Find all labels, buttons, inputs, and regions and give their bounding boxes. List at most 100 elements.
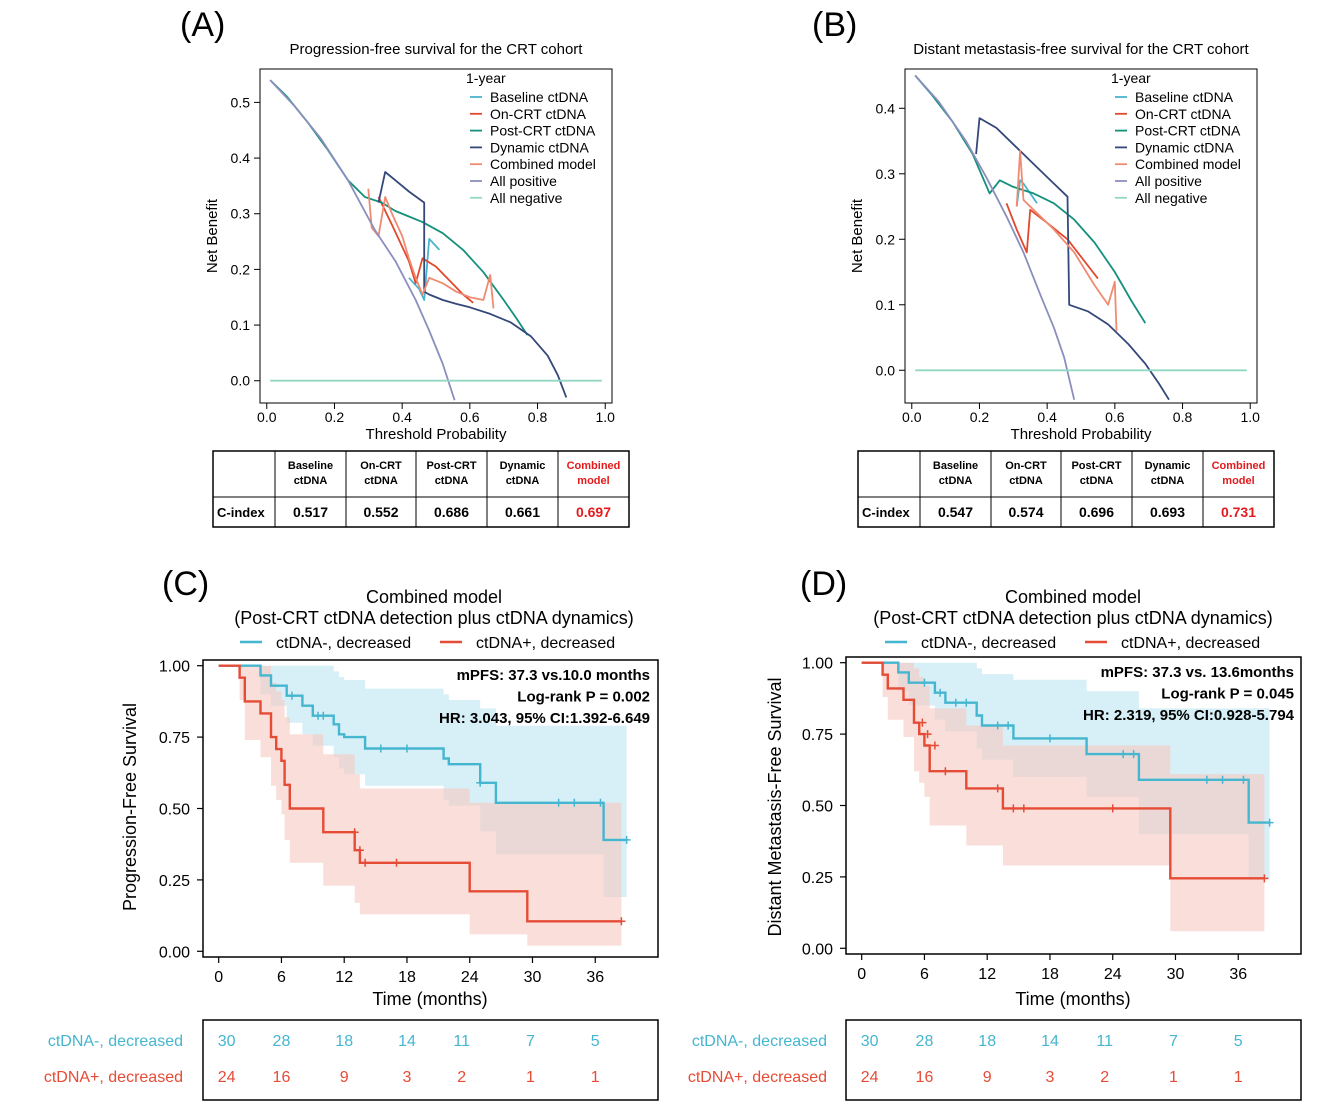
panel-d-ytick-label: 0.75 xyxy=(802,727,833,744)
panel-c-risk-count: 28 xyxy=(273,1033,291,1050)
panel-b-cindex-header-combined-model: Combined model xyxy=(1212,460,1266,487)
panel-b-line-all-positive xyxy=(914,74,1076,400)
panel-d-xtick-label: 0 xyxy=(857,966,866,983)
panel-a-legend-label-post-crt-ctdna: Post-CRT ctDNA xyxy=(490,123,596,139)
panel-b-legend-title: 1-year xyxy=(1111,70,1151,86)
panel-d-censor-ctdna-decreased xyxy=(993,784,1002,793)
panel-b-legend-label-baseline-ctdna: Baseline ctDNA xyxy=(1135,89,1234,105)
panel-b-cindex-table-border xyxy=(857,450,1275,528)
panel-b-xlabel: Threshold Probability xyxy=(1011,426,1152,443)
panel-c-censor-ctdna-decreased xyxy=(392,858,401,867)
panel-c-xtick-label: 36 xyxy=(586,969,604,986)
panel-d-xtick-label: 30 xyxy=(1167,966,1185,983)
panel-d-censor-ctdna-decreased xyxy=(1108,804,1117,813)
panel-a-legend-label-baseline-ctdna: Baseline ctDNA xyxy=(490,89,589,105)
panel-b-line-combined-model xyxy=(1015,149,1118,332)
panel-c-risk-count: 9 xyxy=(340,1069,349,1086)
panel-a-cindex-table: C-index Baseline ctDNA 0.517 On-CRT ctDNA 0.55… xyxy=(212,450,630,528)
panel-d-risk-table-frame xyxy=(845,1019,1302,1101)
panel-c-censor-ctdna-decreased xyxy=(476,778,485,787)
panel-b-ytick-label: 0.2 xyxy=(876,231,896,247)
panel-c-censor-ctdna-decreased xyxy=(622,835,631,844)
panel-b-legend-label-all-positive: All positive xyxy=(1135,173,1202,189)
panel-c-risk-table-frame xyxy=(202,1019,659,1101)
panel-a-ytick-label: 0.1 xyxy=(231,317,251,333)
panel-d-censor-ctdna-decreased xyxy=(1019,804,1028,813)
panel-c-risk-count: 5 xyxy=(591,1033,600,1050)
panel-d-risk-count: 1 xyxy=(1234,1069,1243,1086)
panel-b-line-on-crt-ctdna xyxy=(1005,202,1099,280)
panel-a-x-axis: 0.0 0.2 0.4 0.6 0.8 1.0 xyxy=(257,403,615,425)
panel-d-stat-line: HR: 2.319, 95% CI:0.928-5.794 xyxy=(1083,707,1295,724)
panel-a-xtick-label: 0.8 xyxy=(528,409,548,425)
panel-c-title-line1: Combined model xyxy=(366,587,502,607)
panel-a-xtick-label: 0.6 xyxy=(460,409,480,425)
panel-c-statistics: mPFS: 37.3 vs.10.0 months Log-rank P = 0.… xyxy=(439,667,650,727)
panel-c-risk-count: 1 xyxy=(591,1069,600,1086)
panel-b-cindex-value-combined-model: 0.731 xyxy=(1221,504,1256,520)
panel-c-y-axis: 0.00 0.25 0.50 0.75 1.00 xyxy=(159,659,203,961)
panel-d-stat-line: Log-rank P = 0.045 xyxy=(1161,686,1294,703)
panel-b-ytick-label: 0.1 xyxy=(876,297,896,313)
panel-a-xtick-label: 0.4 xyxy=(392,409,412,425)
panel-d-xtick-label: 18 xyxy=(1041,966,1059,983)
panel-d-legend-label-ctdna-decreased: ctDNA+, decreased xyxy=(1121,635,1260,652)
panel-d-ytick-label: 0.00 xyxy=(802,941,833,958)
panel-c-risk-count: 18 xyxy=(335,1033,353,1050)
panel-d-censor-ctdna-decreased xyxy=(920,678,929,687)
panel-a-xtick-label: 1.0 xyxy=(595,409,615,425)
panel-c-censor-ctdna-decreased xyxy=(319,711,328,720)
panel-b-cindex-value-post-crt-ctdna: 0.696 xyxy=(1079,504,1114,520)
panel-a: (A) Progression-free survival for the CR… xyxy=(180,6,630,528)
panel-b-xtick-label: 0.4 xyxy=(1037,409,1057,425)
panel-b-xtick-label: 0.8 xyxy=(1173,409,1193,425)
panel-b-cindex-header-baseline-ctdna: Baseline ctDNA xyxy=(933,460,978,487)
panel-d-risk-count: 2 xyxy=(1100,1069,1109,1086)
panel-b-ytick-label: 0.3 xyxy=(876,166,896,182)
panel-d-xtick-label: 24 xyxy=(1104,966,1122,983)
panel-c-ytick-label: 0.50 xyxy=(159,802,190,819)
panel-d-risk-count: 1 xyxy=(1169,1069,1178,1086)
panel-d-band-ctdna-decreased xyxy=(861,662,1265,932)
panel-d-risk-count: 30 xyxy=(861,1033,879,1050)
panel-b-xtick-label: 0.2 xyxy=(970,409,990,425)
panel-a-legend-title: 1-year xyxy=(466,70,506,86)
panel-a-legend-label-all-negative: All negative xyxy=(490,190,563,206)
panel-c-xtick-label: 12 xyxy=(335,969,353,986)
panel-b-x-axis: 0.0 0.2 0.4 0.6 0.8 1.0 xyxy=(902,403,1260,425)
panel-c-confidence-bands xyxy=(218,665,627,946)
panel-c-censor-ctdna-decreased xyxy=(402,744,411,753)
panel-a-ytick-label: 0.4 xyxy=(231,150,251,166)
panel-d-title-line2: (Post-CRT ctDNA detection plus ctDNA dyn… xyxy=(873,608,1272,628)
panel-d-censor-ctdna-decreased xyxy=(1004,721,1013,730)
panel-c-risk-count: 16 xyxy=(273,1069,291,1086)
panel-c-censor-ctdna-decreased xyxy=(361,858,370,867)
panel-b-xtick-label: 0.6 xyxy=(1105,409,1125,425)
panel-d-survival-curves xyxy=(861,661,1270,880)
panel-c-risk-label-ctdna-decreased: ctDNA+, decreased xyxy=(44,1069,183,1086)
panel-a-plot-frame xyxy=(259,68,613,404)
panel-a-series-lines xyxy=(269,79,602,401)
panel-c-risk-count: 3 xyxy=(403,1069,412,1086)
panel-d-risk-count: 9 xyxy=(983,1069,992,1086)
panel-b-plot-frame xyxy=(904,68,1258,404)
panel-a-legend-label-dynamic-ctdna: Dynamic ctDNA xyxy=(490,139,589,155)
panel-d-confidence-bands xyxy=(861,662,1270,932)
panel-c-x-axis: 0 6 12 18 24 30 36 xyxy=(214,957,604,986)
panel-c-risk-label-ctdna-decreased: ctDNA-, decreased xyxy=(48,1033,183,1050)
panel-a-title: Progression-free survival for the CRT co… xyxy=(290,41,584,58)
panel-b-title: Distant metastasis-free survival for the… xyxy=(913,41,1249,58)
panel-d-x-axis: 0 6 12 18 24 30 36 xyxy=(857,954,1247,983)
panel-a-cindex-table-border xyxy=(212,450,630,528)
panel-d-title-line1: Combined model xyxy=(1005,587,1141,607)
panel-d-xlabel: Time (months) xyxy=(1015,989,1130,1009)
panel-b-cindex-value-dynamic-ctdna: 0.693 xyxy=(1150,504,1185,520)
panel-a-letter: (A) xyxy=(180,6,225,44)
panel-d-y-axis: 0.00 0.25 0.50 0.75 1.00 xyxy=(802,656,846,958)
panel-c-risk-count: 2 xyxy=(457,1069,466,1086)
panel-d-censor-ctdna-decreased xyxy=(923,730,932,739)
panel-c-risk-count: 30 xyxy=(218,1033,236,1050)
panel-d-censor-ctdna-decreased xyxy=(936,688,945,697)
panel-d-ytick-label: 0.50 xyxy=(802,799,833,816)
